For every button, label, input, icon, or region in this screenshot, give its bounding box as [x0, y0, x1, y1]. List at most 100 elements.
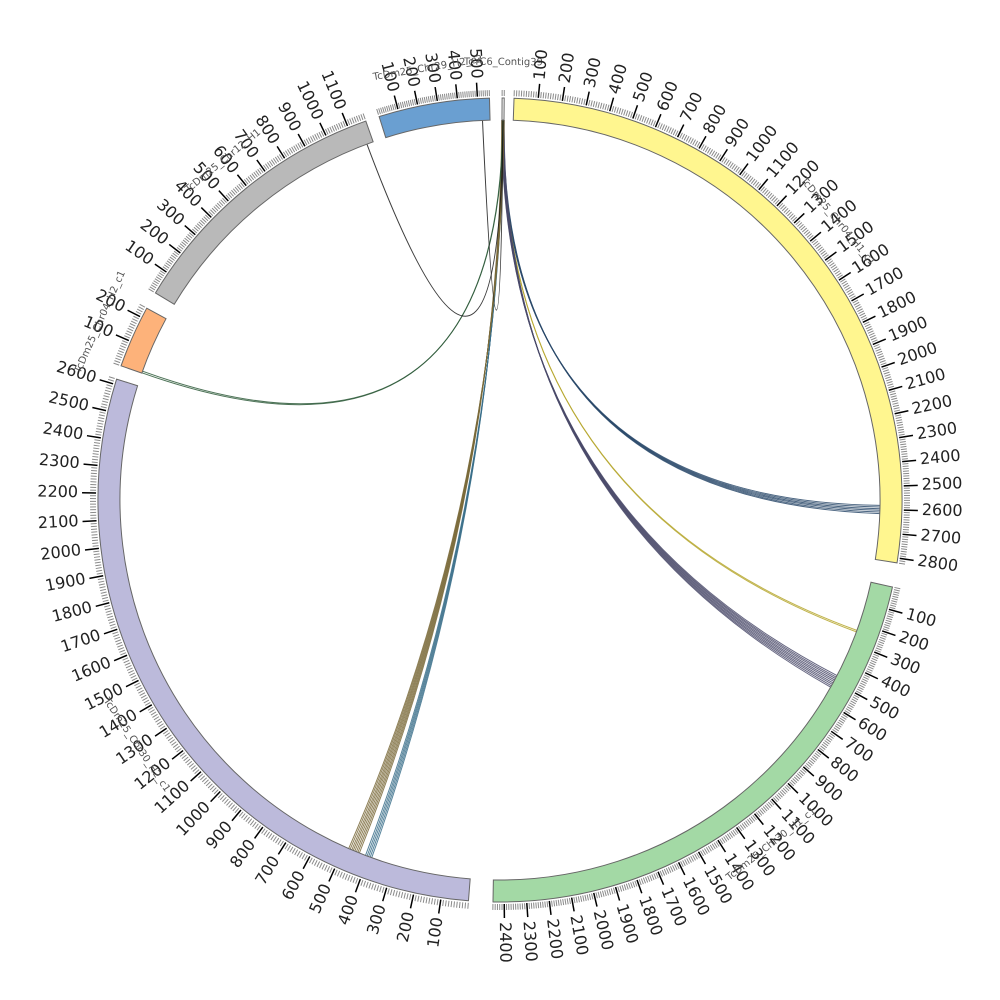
minor-tick [810, 757, 816, 763]
major-tick [802, 766, 815, 777]
minor-tick [580, 98, 584, 105]
minor-tick [886, 615, 893, 619]
minor-tick [696, 141, 701, 148]
minor-tick [95, 433, 102, 436]
minor-tick [844, 710, 851, 715]
segment-chr30h1 [492, 581, 894, 903]
minor-tick [885, 376, 892, 380]
minor-tick [552, 93, 555, 100]
tick-label: 2400 [496, 922, 515, 963]
minor-tick [329, 867, 333, 874]
major-tick [899, 434, 914, 439]
minor-tick [900, 445, 907, 448]
minor-tick [881, 632, 888, 636]
link-contig39-chr04h2-5 [142, 119, 504, 405]
minor-tick [360, 114, 364, 121]
major-tick [382, 887, 388, 902]
minor-tick [376, 885, 380, 892]
major-tick [881, 630, 896, 637]
major-tick [154, 263, 167, 273]
minor-tick [875, 348, 882, 352]
minor-tick [879, 636, 886, 640]
minor-tick [334, 869, 338, 876]
minor-tick [685, 135, 690, 142]
minor-tick [803, 229, 809, 235]
minor-tick [597, 102, 600, 109]
minor-tick [672, 865, 676, 871]
minor-tick [855, 306, 862, 310]
minor-tick [148, 288, 154, 293]
minor-tick [752, 814, 757, 821]
minor-tick [100, 588, 107, 592]
minor-tick [774, 199, 780, 205]
minor-tick [884, 621, 891, 625]
minor-tick [812, 240, 819, 246]
minor-tick [834, 725, 841, 730]
minor-tick [159, 270, 166, 275]
minor-tick [889, 604, 897, 608]
major-tick [154, 727, 168, 737]
minor-tick [107, 615, 114, 619]
minor-tick [311, 858, 316, 865]
minor-tick [820, 250, 826, 255]
minor-tick [158, 272, 165, 277]
minor-tick [285, 150, 290, 156]
minor-tick [584, 894, 587, 901]
minor-tick [275, 837, 280, 844]
minor-tick [208, 211, 214, 217]
minor-tick [613, 106, 617, 113]
minor-tick [200, 775, 206, 781]
minor-tick [539, 901, 542, 909]
minor-tick [401, 101, 405, 108]
minor-tick [796, 773, 803, 778]
minor-tick [226, 800, 231, 806]
minor-tick [646, 117, 650, 124]
minor-tick [632, 881, 636, 888]
minor-tick [425, 897, 428, 904]
major-tick [874, 651, 888, 659]
minor-tick [116, 641, 123, 645]
minor-tick [642, 877, 646, 884]
minor-tick [544, 901, 546, 908]
minor-tick [850, 700, 857, 705]
tick-label: 2200 [910, 391, 954, 418]
minor-tick [892, 595, 899, 599]
link-contig39-chr30h2-3 [366, 119, 504, 857]
minor-tick [848, 293, 855, 298]
minor-tick [814, 752, 820, 758]
tick-label: 1700 [58, 625, 103, 656]
minor-tick [147, 706, 154, 711]
tick-label: 2200 [37, 482, 78, 502]
tick-label: 500 [629, 69, 657, 104]
minor-tick [411, 99, 415, 106]
minor-tick [441, 93, 444, 101]
minor-tick [241, 813, 246, 819]
minor-tick [850, 295, 856, 300]
minor-tick [117, 644, 124, 648]
minor-tick [358, 114, 362, 121]
minor-tick [128, 325, 135, 329]
major-tick [276, 145, 286, 159]
minor-tick [113, 634, 120, 638]
major-tick [190, 771, 202, 782]
minor-tick [845, 708, 852, 713]
minor-tick [625, 883, 629, 890]
minor-tick [93, 441, 101, 444]
minor-tick [816, 244, 822, 250]
minor-tick [752, 180, 758, 186]
link-contig39-chr30h2-3 [371, 119, 503, 858]
minor-tick [120, 652, 127, 656]
minor-tick [133, 315, 140, 320]
minor-tick [901, 541, 908, 543]
minor-tick [680, 861, 684, 867]
minor-tick [894, 586, 901, 590]
minor-tick [249, 820, 255, 826]
minor-tick [344, 873, 348, 880]
minor-tick [240, 182, 245, 188]
tick-label: 700 [251, 852, 283, 888]
minor-tick [891, 397, 898, 401]
major-tick [632, 105, 639, 119]
minor-tick [889, 390, 896, 394]
tick-label: 2300 [915, 418, 958, 443]
minor-tick [890, 602, 897, 605]
